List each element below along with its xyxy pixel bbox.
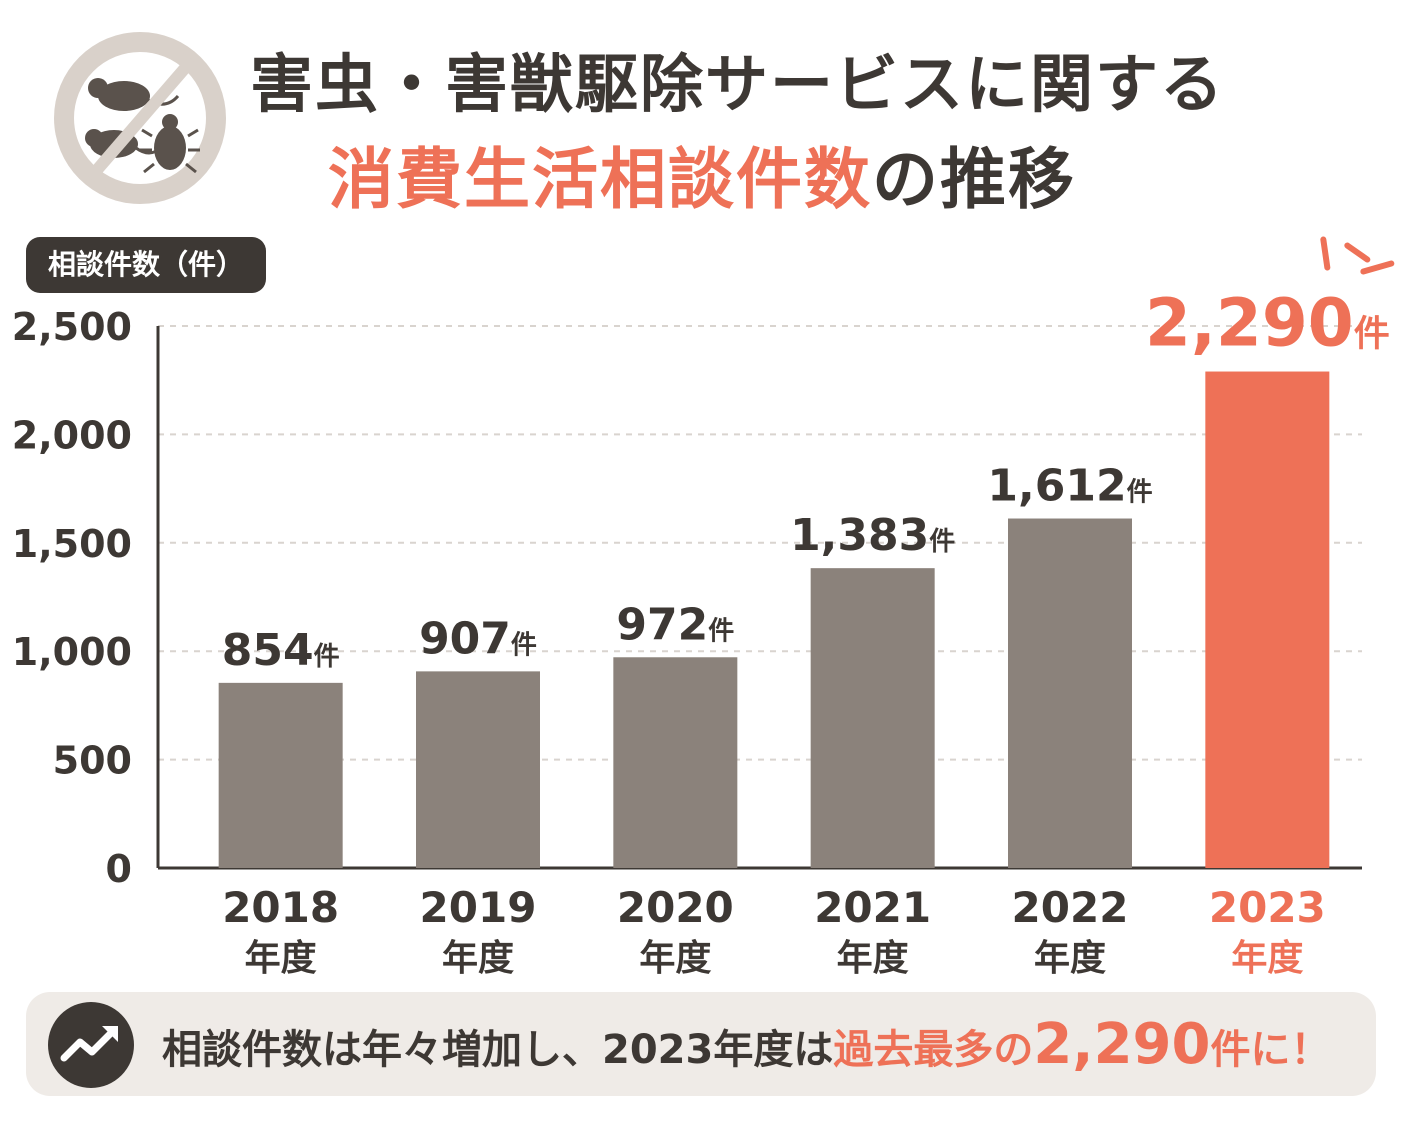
x-tick-label: 2018 xyxy=(222,883,339,932)
highlight-burst-mark xyxy=(1320,236,1331,271)
y-tick-label: 2,000 xyxy=(12,413,132,457)
no-pests-icon xyxy=(54,32,226,204)
x-tick-label: 2023 xyxy=(1209,883,1326,932)
bar-chart: 0 500 1,000 1,500 2,000 2,500 854件 2018 年度 907件 20… xyxy=(12,236,1395,979)
title-line-1: 害虫・害獣駆除サービスに関する xyxy=(250,48,1225,121)
value-label: 1,612件 xyxy=(987,461,1152,512)
bar xyxy=(218,682,343,868)
x-tick-label: 2020 xyxy=(617,883,734,932)
bar xyxy=(1008,518,1132,868)
x-tick-label: 2019 xyxy=(420,883,537,932)
x-tick-suffix: 年度 xyxy=(639,938,711,979)
highlight-burst-mark xyxy=(1360,260,1395,275)
y-axis-label: 相談件数（件） xyxy=(26,237,267,293)
footer-text-unit: 件に！ xyxy=(1210,1027,1331,1073)
x-tick-suffix: 年度 xyxy=(245,938,317,979)
y-tick-label: 500 xyxy=(53,739,132,783)
footer-box xyxy=(26,992,1376,1096)
x-tick-suffix: 年度 xyxy=(1034,938,1106,979)
footer-message: 相談件数は年々増加し、2023年度は 過去最多の 2,290 件に！ xyxy=(162,1012,1330,1082)
bar xyxy=(416,671,540,868)
value-label: 1,383件 xyxy=(790,510,955,561)
bar xyxy=(1205,371,1330,868)
title-rest: の推移 xyxy=(872,141,1076,218)
x-tick-suffix: 年度 xyxy=(442,938,514,979)
y-tick-label: 1,000 xyxy=(12,630,132,674)
x-tick-label: 2022 xyxy=(1012,883,1129,932)
trending-up-icon xyxy=(48,1002,134,1088)
title-line-2: 消費生活相談件数の推移 xyxy=(328,126,1076,222)
value-label: 972件 xyxy=(616,599,734,650)
bar xyxy=(613,657,738,868)
y-tick-label: 2,500 xyxy=(12,305,132,349)
bar xyxy=(810,568,935,868)
footer-text-main: 相談件数は年々増加し、2023年度は xyxy=(162,1027,834,1073)
y-tick-label: 1,500 xyxy=(12,522,132,566)
value-label: 2,290件 xyxy=(1145,285,1390,362)
value-label: 854件 xyxy=(222,625,340,676)
footer-text-accent: 過去最多の xyxy=(833,1027,1034,1073)
title-accent: 消費生活相談件数 xyxy=(328,141,872,218)
y-tick-label: 0 xyxy=(106,847,132,891)
x-tick-suffix: 年度 xyxy=(837,938,909,979)
highlight-burst-mark xyxy=(1344,242,1371,263)
x-tick-suffix: 年度 xyxy=(1231,938,1303,979)
x-tick-label: 2021 xyxy=(814,883,931,932)
title-area: 害虫・害獣駆除サービスに関する 消費生活相談件数の推移 xyxy=(0,0,1402,230)
value-label: 907件 xyxy=(419,613,537,664)
footer-text-big: 2,290 xyxy=(1033,1012,1211,1077)
